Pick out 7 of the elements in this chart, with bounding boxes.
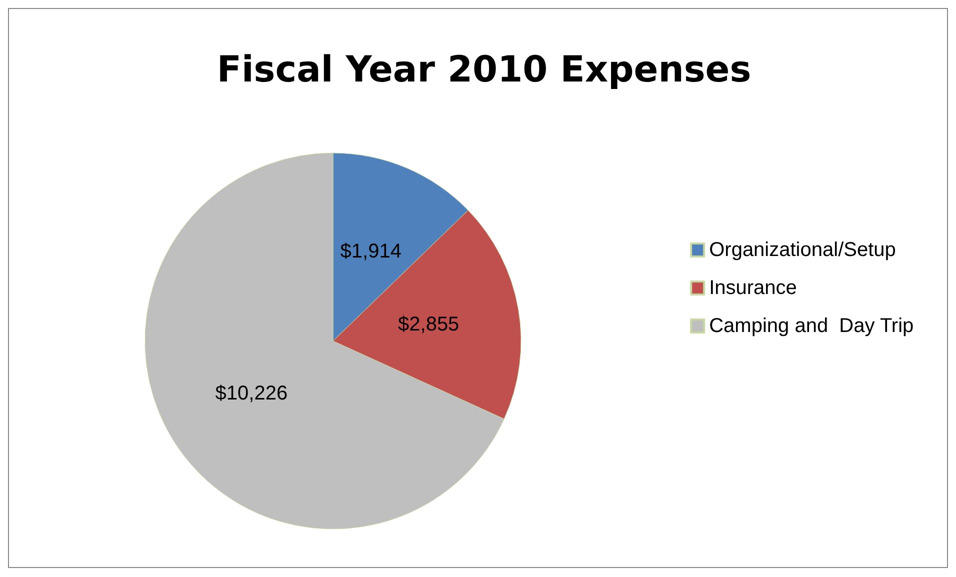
data-label: $10,226 [215,382,288,404]
data-label: $2,855 [398,314,460,336]
legend-label: Organizational/Setup [709,239,896,261]
legend-label: Insurance [709,277,797,299]
data-label: $1,914 [340,240,402,263]
chart-title: Fiscal Year 2010 Expenses [216,50,752,90]
legend-label: Camping and Day Trip [709,315,914,337]
